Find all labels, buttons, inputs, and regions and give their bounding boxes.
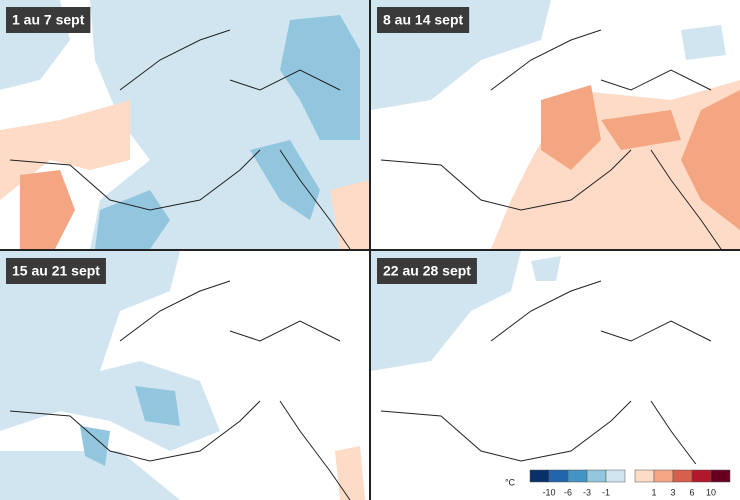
anomaly-area (80, 426, 110, 466)
anomaly-area (20, 170, 75, 249)
panel-label-box (6, 258, 106, 284)
panel-label: 8 au 14 sept (383, 12, 463, 28)
panel-label-box (6, 7, 91, 33)
legend-swatch (586, 469, 607, 483)
legend-swatch (605, 469, 626, 483)
anomaly-area (531, 256, 561, 281)
coastline (380, 280, 722, 500)
coastline (9, 280, 351, 500)
legend-tick-label: -1 (602, 487, 610, 497)
anomaly-area (541, 85, 601, 170)
panel-label-box (377, 258, 477, 284)
legend-tick-label: -3 (583, 487, 591, 497)
anomaly-area (681, 90, 740, 230)
panel-map (371, 251, 740, 500)
panel-map (0, 251, 369, 500)
legend-swatch (672, 469, 693, 483)
legend-swatch (529, 469, 550, 483)
legend-swatch (691, 469, 712, 483)
legend-unit: °C (505, 477, 516, 487)
legend-swatch (710, 469, 731, 483)
anomaly-area (681, 25, 726, 60)
panel-map (371, 0, 740, 250)
legend-tick-label: -10 (542, 487, 555, 497)
anomaly-area (330, 180, 369, 249)
panel-label-box (377, 7, 470, 33)
anomaly-area (0, 451, 180, 500)
panel-label: 22 au 28 sept (383, 263, 471, 279)
coastline (9, 29, 351, 250)
anomaly-area (335, 446, 365, 500)
coastline (380, 29, 722, 250)
anomaly-area (250, 140, 320, 220)
panel-label: 15 au 21 sept (12, 263, 100, 279)
legend-swatch (567, 469, 588, 483)
anomaly-area (601, 110, 681, 150)
legend-swatch (653, 469, 674, 483)
legend-tick-label: 3 (670, 487, 675, 497)
legend-swatch (634, 469, 655, 483)
anomaly-area (135, 386, 180, 426)
legend-tick-label: 10 (706, 487, 716, 497)
anomaly-area (0, 100, 130, 200)
legend-tick-label: -6 (564, 487, 572, 497)
panel-map (0, 0, 369, 250)
legend-swatch (548, 469, 569, 483)
panel-label: 1 au 7 sept (12, 12, 85, 28)
legend-tick-label: 1 (651, 487, 656, 497)
anomaly-area (280, 15, 360, 140)
legend-tick-label: 6 (689, 487, 694, 497)
anomaly-area (95, 190, 170, 249)
